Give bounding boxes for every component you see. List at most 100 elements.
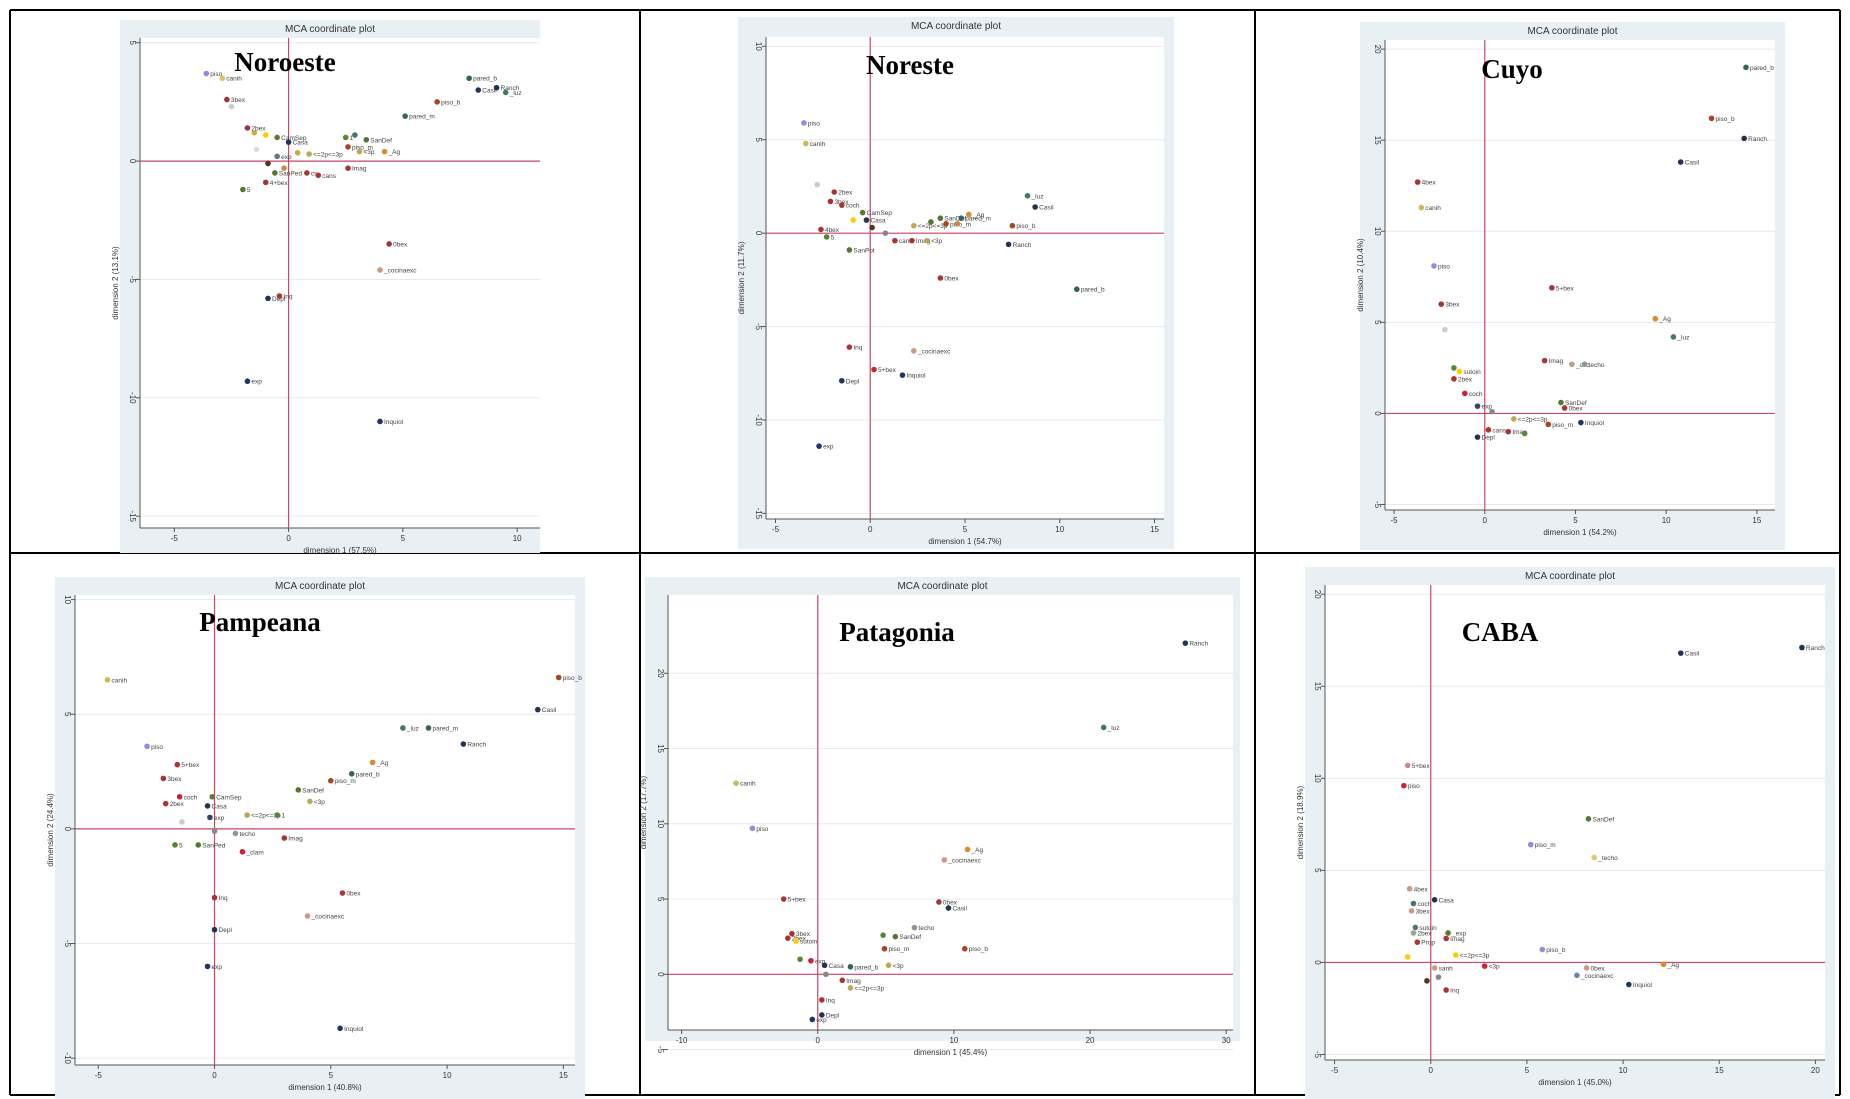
data-point-label: Inquiol bbox=[1633, 982, 1653, 989]
data-point bbox=[1670, 334, 1677, 340]
data-point bbox=[823, 234, 830, 240]
data-point bbox=[827, 198, 834, 205]
data-point bbox=[493, 84, 500, 91]
data-point-label: <3p bbox=[1489, 964, 1500, 971]
data-point-label: canih bbox=[740, 781, 756, 788]
y-tick-label: 20 bbox=[1373, 45, 1382, 54]
data-point-label: piso_m bbox=[335, 778, 356, 785]
data-point bbox=[797, 956, 803, 963]
data-point-label: 5+bex bbox=[1556, 285, 1575, 292]
data-point-label: sutoin bbox=[800, 939, 818, 946]
x-axis-label: dimension 1 (45.0%) bbox=[1538, 1078, 1612, 1087]
data-point bbox=[846, 247, 853, 253]
data-point-label: Casil bbox=[542, 707, 557, 714]
x-tick-label: 5 bbox=[329, 1071, 334, 1080]
data-point-label: Ranch bbox=[1013, 242, 1032, 249]
data-point-label: Depl bbox=[1482, 435, 1496, 442]
data-point bbox=[819, 1012, 825, 1018]
data-point-label: SanPot bbox=[853, 247, 875, 254]
data-point bbox=[251, 129, 258, 136]
data-point bbox=[1005, 241, 1012, 248]
data-point bbox=[1452, 952, 1459, 958]
data-point-label: _luz bbox=[406, 725, 419, 732]
mca-panel-cuyo: -5 0 5 10 15 20 15 10 5 0 -5 MCA coordinate plot dim… bbox=[1356, 22, 1785, 550]
data-point bbox=[965, 211, 972, 218]
data-point bbox=[816, 443, 822, 449]
data-point-label: Inq bbox=[826, 997, 835, 1004]
data-point-label: _Ag bbox=[388, 149, 401, 156]
data-point-label: SanDef bbox=[370, 137, 392, 144]
data-point bbox=[209, 793, 216, 800]
data-point-label: _cocinaexc bbox=[1580, 973, 1614, 980]
data-point-label: piso_m bbox=[1535, 842, 1556, 849]
data-point bbox=[1456, 368, 1463, 375]
data-point bbox=[789, 930, 795, 937]
data-point-label: 1 bbox=[281, 813, 285, 820]
data-point bbox=[328, 777, 334, 784]
y-tick-label: 15 bbox=[1313, 682, 1322, 691]
data-point-label: piso bbox=[1438, 263, 1450, 270]
region-label: Pampeana bbox=[199, 607, 321, 637]
data-point-label: canih bbox=[1425, 205, 1441, 212]
data-point bbox=[342, 134, 349, 141]
y-tick-label: 0 bbox=[128, 159, 137, 164]
data-point bbox=[1545, 421, 1552, 428]
data-point bbox=[434, 99, 440, 105]
y-tick-label: -15 bbox=[128, 510, 137, 522]
data-point bbox=[339, 890, 346, 896]
x-axis-label: dimension 1 (40.8%) bbox=[288, 1083, 362, 1092]
data-point-label: pared_b bbox=[1750, 65, 1774, 72]
data-point bbox=[1489, 408, 1495, 415]
plot-area bbox=[766, 37, 1164, 519]
data-point bbox=[232, 830, 239, 837]
chart-title: MCA coordinate plot bbox=[897, 581, 987, 592]
data-point bbox=[377, 267, 383, 273]
data-point-label: Casa bbox=[870, 218, 886, 225]
data-point bbox=[1414, 179, 1421, 185]
data-point-label: 5 bbox=[247, 187, 251, 194]
data-point bbox=[818, 226, 824, 233]
data-point bbox=[1406, 885, 1413, 892]
x-tick-label: 0 bbox=[1429, 1066, 1434, 1075]
data-point-label: SanDef bbox=[1565, 400, 1587, 407]
data-point-label: techo bbox=[239, 831, 255, 838]
data-point-label: piso_b bbox=[441, 99, 461, 106]
data-point bbox=[239, 848, 246, 855]
data-point bbox=[348, 771, 355, 777]
data-point bbox=[204, 963, 211, 970]
data-point-label: Inquiol bbox=[384, 419, 404, 426]
chart-title: MCA coordinate plot bbox=[275, 581, 365, 592]
data-point bbox=[909, 237, 915, 244]
data-point-label: techo bbox=[1589, 362, 1605, 369]
data-point bbox=[262, 179, 269, 186]
data-point bbox=[1574, 972, 1580, 979]
data-point-label: Imag bbox=[352, 166, 367, 173]
data-point bbox=[345, 165, 351, 171]
data-point bbox=[1743, 64, 1749, 71]
x-tick-label: 15 bbox=[1150, 525, 1159, 534]
data-point-label: 5 bbox=[179, 842, 183, 849]
data-point-label: exp bbox=[816, 1017, 827, 1024]
data-point-label: 3bex bbox=[1416, 908, 1431, 915]
chart-title: MCA coordinate plot bbox=[1525, 571, 1615, 582]
y-tick-label: -5 bbox=[754, 323, 763, 331]
data-point-label: 2bex bbox=[1458, 376, 1473, 383]
x-tick-label: -5 bbox=[1331, 1066, 1339, 1075]
y-tick-label: -10 bbox=[754, 414, 763, 426]
data-point-label: pared_m bbox=[409, 114, 435, 121]
x-tick-label: 0 bbox=[868, 525, 873, 534]
data-point bbox=[1431, 897, 1438, 903]
data-point bbox=[253, 146, 260, 153]
data-point-label: Casa bbox=[293, 140, 309, 147]
data-point bbox=[869, 224, 875, 231]
data-point bbox=[294, 150, 301, 156]
y-tick-label: -5 bbox=[1373, 501, 1382, 509]
data-point-label: _cocinaexc bbox=[947, 857, 981, 864]
data-point-label: pared_m bbox=[432, 725, 458, 732]
data-point bbox=[352, 132, 358, 138]
data-point-label: CamSep bbox=[281, 135, 307, 142]
data-point bbox=[1401, 782, 1407, 789]
data-point-label: _techo bbox=[1597, 855, 1618, 862]
data-point-label: Imag bbox=[1549, 358, 1564, 365]
